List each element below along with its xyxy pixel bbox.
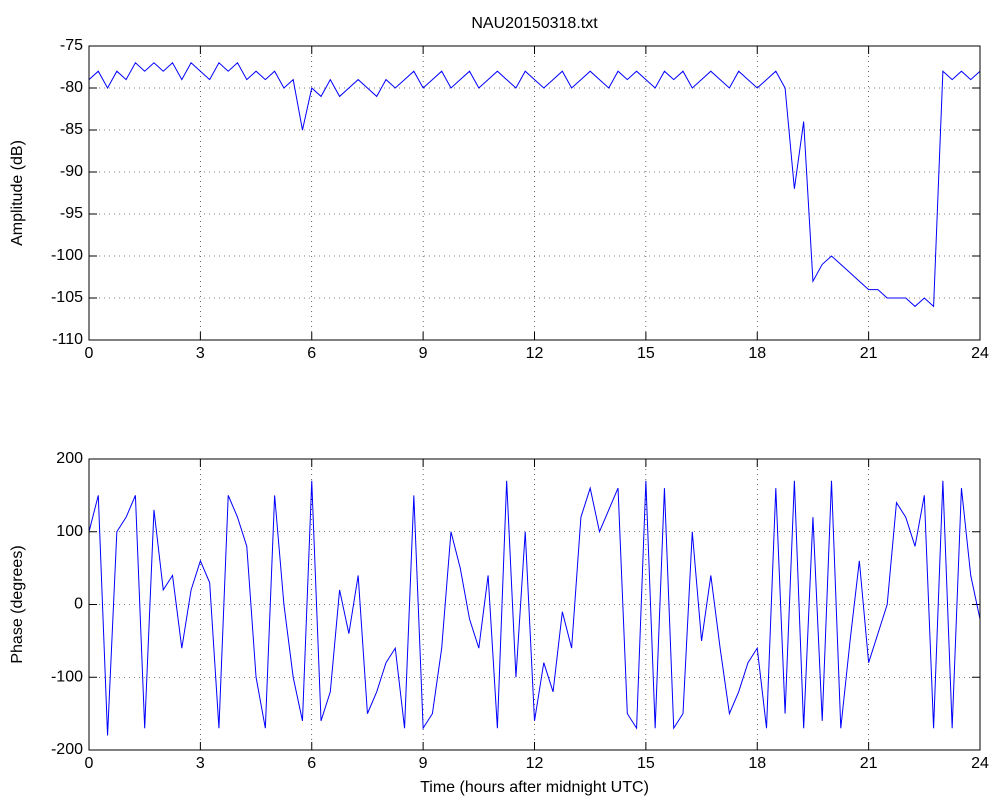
y-tick-label: -85	[60, 121, 83, 138]
x-tick-label: 9	[419, 345, 428, 362]
x-tick-label: 0	[85, 755, 94, 772]
y-tick-label: -100	[51, 668, 83, 685]
y-tick-label: -100	[51, 247, 83, 264]
x-tick-label: 24	[971, 755, 989, 772]
y-tick-label: -200	[51, 741, 83, 758]
y-tick-label: -90	[60, 163, 83, 180]
plot-area	[89, 46, 980, 340]
x-tick-label: 9	[419, 755, 428, 772]
y-tick-label: -95	[60, 205, 83, 222]
x-tick-label: 15	[637, 345, 655, 362]
data-line	[88, 62, 981, 308]
axes-frame	[88, 458, 981, 751]
y-axis-label: Amplitude (dB)	[9, 140, 26, 246]
axes-frame	[88, 45, 981, 341]
x-tick-label: 3	[196, 755, 205, 772]
y-axis-label: Phase (degrees)	[9, 545, 26, 663]
x-tick-label: 12	[526, 755, 544, 772]
y-tick-label: -75	[60, 37, 83, 54]
x-tick-label: 24	[971, 345, 989, 362]
x-axis-label: Time (hours after midnight UTC)	[420, 779, 649, 796]
y-tick-label: -80	[60, 79, 83, 96]
x-tick-label: 21	[860, 345, 878, 362]
y-tick-label: 0	[74, 596, 83, 613]
chart-title: NAU20150318.txt	[471, 15, 598, 32]
x-tick-label: 0	[85, 345, 94, 362]
y-tick-label: 200	[56, 450, 83, 467]
x-tick-label: 3	[196, 345, 205, 362]
y-tick-label: -110	[52, 331, 83, 348]
x-tick-label: 6	[307, 755, 316, 772]
x-tick-label: 15	[637, 755, 655, 772]
y-tick-label: -105	[51, 289, 83, 306]
x-tick-label: 18	[748, 345, 766, 362]
x-tick-label: 18	[748, 755, 766, 772]
y-tick-label: 100	[56, 523, 83, 540]
x-tick-label: 21	[860, 755, 878, 772]
data-line	[88, 480, 981, 736]
x-tick-label: 6	[307, 345, 316, 362]
x-tick-label: 12	[526, 345, 544, 362]
